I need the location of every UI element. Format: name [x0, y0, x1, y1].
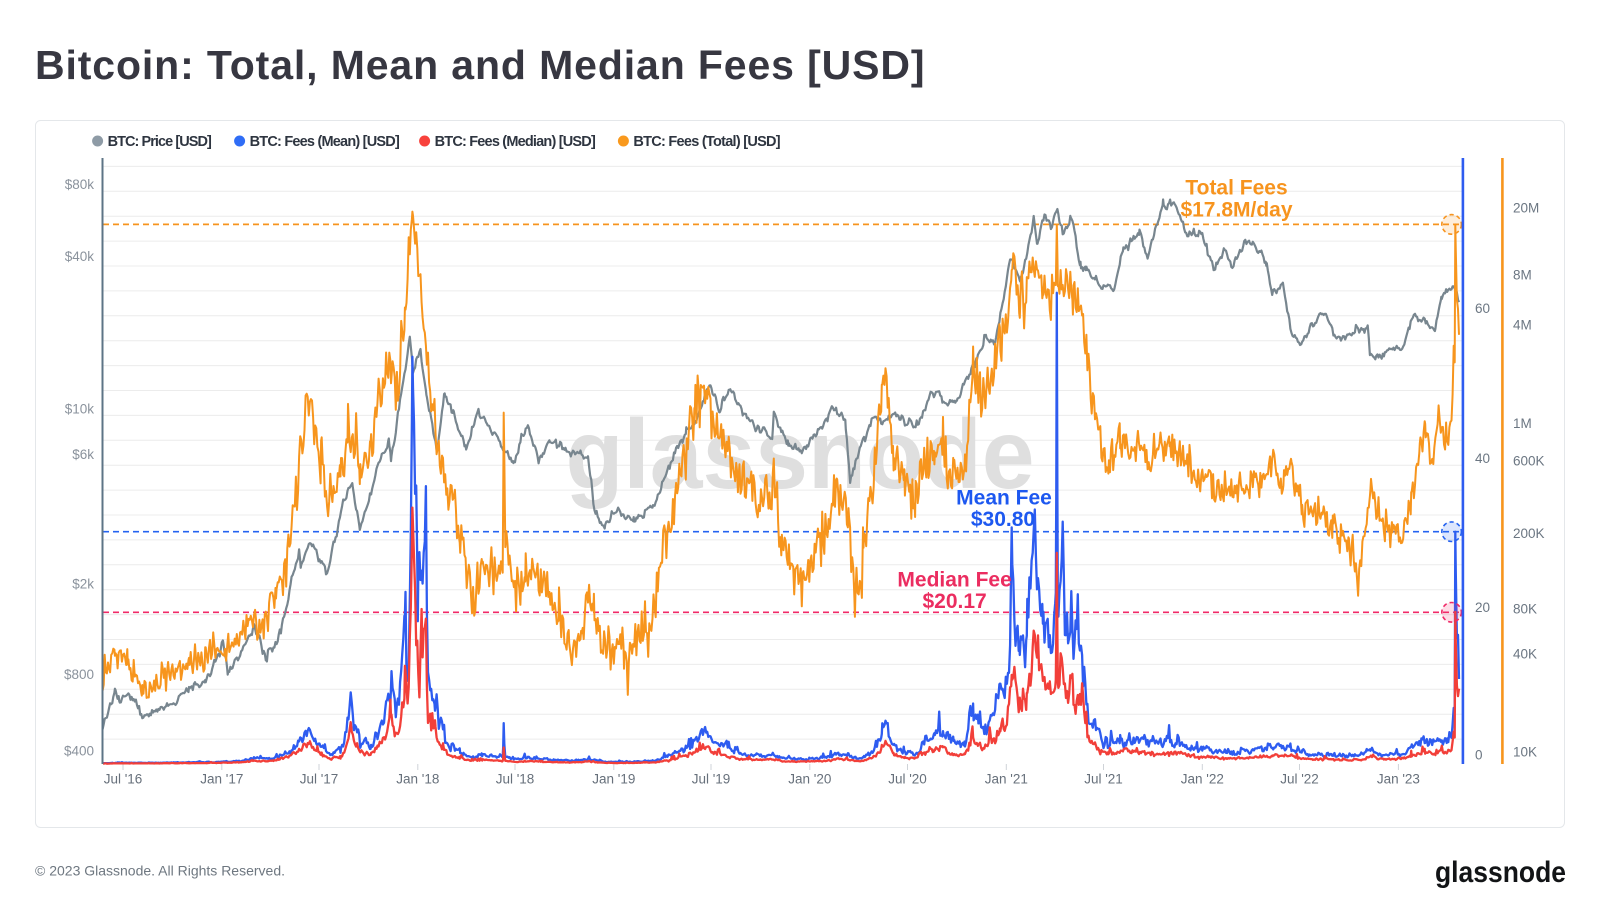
svg-text:Jul '21: Jul '21	[1084, 772, 1123, 787]
svg-text:Jan '17: Jan '17	[200, 772, 243, 787]
svg-text:600K: 600K	[1513, 454, 1545, 469]
svg-text:BTC: Fees (Median) [USD]: BTC: Fees (Median) [USD]	[435, 134, 596, 150]
svg-text:BTC: Price [USD]: BTC: Price [USD]	[108, 134, 212, 150]
svg-text:$6k: $6k	[72, 447, 94, 462]
svg-text:glassnode: glassnode	[1435, 856, 1566, 889]
svg-text:8M: 8M	[1513, 268, 1532, 283]
svg-text:Bitcoin: Total, Mean and Media: Bitcoin: Total, Mean and Median Fees [US…	[35, 42, 924, 88]
svg-text:glassnode: glassnode	[566, 399, 1035, 509]
svg-text:Jan '18: Jan '18	[396, 772, 439, 787]
svg-text:20M: 20M	[1513, 201, 1539, 216]
svg-text:$10k: $10k	[65, 402, 95, 417]
svg-text:Jul '20: Jul '20	[888, 772, 927, 787]
svg-text:BTC: Fees (Mean) [USD]: BTC: Fees (Mean) [USD]	[250, 134, 400, 150]
svg-text:$30.80: $30.80	[971, 508, 1035, 531]
svg-text:60: 60	[1475, 301, 1490, 316]
svg-text:Jan '20: Jan '20	[788, 772, 831, 787]
svg-text:Jan '19: Jan '19	[592, 772, 635, 787]
svg-text:Jul '16: Jul '16	[104, 772, 143, 787]
svg-text:$2k: $2k	[72, 577, 94, 592]
svg-text:$400: $400	[64, 743, 94, 758]
svg-text:10K: 10K	[1513, 745, 1537, 760]
svg-text:BTC: Fees (Total) [USD]: BTC: Fees (Total) [USD]	[633, 134, 780, 150]
svg-text:$80k: $80k	[65, 177, 95, 192]
svg-text:40K: 40K	[1513, 647, 1537, 662]
svg-text:Jul '18: Jul '18	[496, 772, 535, 787]
svg-text:Jan '21: Jan '21	[985, 772, 1028, 787]
svg-text:20: 20	[1475, 600, 1490, 615]
svg-text:Mean Fee: Mean Fee	[956, 487, 1052, 510]
svg-text:Median Fee: Median Fee	[897, 569, 1011, 592]
svg-text:200K: 200K	[1513, 526, 1545, 541]
svg-text:$20.17: $20.17	[922, 590, 986, 613]
svg-text:Total Fees: Total Fees	[1185, 177, 1287, 200]
svg-text:1M: 1M	[1513, 416, 1532, 431]
svg-text:4M: 4M	[1513, 318, 1532, 333]
svg-text:0: 0	[1475, 748, 1483, 763]
svg-text:Jul '17: Jul '17	[300, 772, 339, 787]
svg-text:80K: 80K	[1513, 602, 1537, 617]
svg-text:© 2023 Glassnode. All Rights R: © 2023 Glassnode. All Rights Reserved.	[35, 863, 285, 879]
svg-text:Jul '19: Jul '19	[692, 772, 731, 787]
svg-text:Jan '22: Jan '22	[1181, 772, 1224, 787]
svg-text:Jan '23: Jan '23	[1377, 772, 1420, 787]
svg-text:$40k: $40k	[65, 249, 95, 264]
svg-text:$800: $800	[64, 667, 94, 682]
svg-text:$17.8M/day: $17.8M/day	[1180, 199, 1292, 222]
svg-text:40: 40	[1475, 451, 1490, 466]
svg-text:Jul '22: Jul '22	[1280, 772, 1319, 787]
